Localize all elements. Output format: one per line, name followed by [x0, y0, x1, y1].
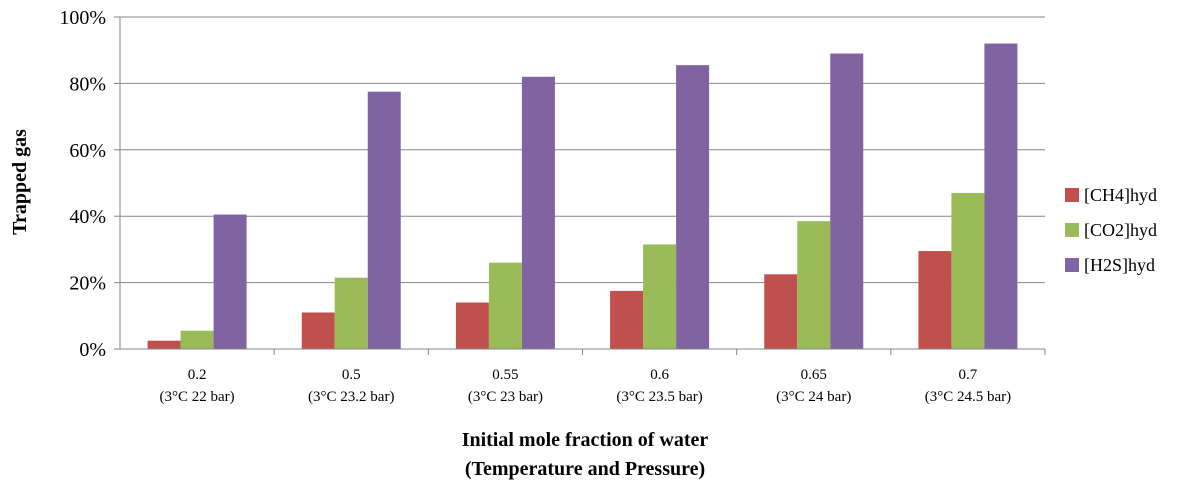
- legend-label: [CH4]hyd: [1084, 185, 1157, 205]
- y-tick-label: 40%: [69, 206, 106, 228]
- legend-label: [CO2]hyd: [1084, 220, 1157, 240]
- y-tick-label: 100%: [59, 7, 106, 29]
- bar-h2shyd: [676, 65, 710, 349]
- x-tick-label: 0.5: [342, 367, 361, 383]
- x-tick-sublabel: (3°C 23.5 bar): [616, 389, 702, 405]
- x-tick-sublabel: (3°C 24 bar): [776, 389, 851, 405]
- x-tick-labels: 0.2 (3°C 22 bar) 0.5 (3°C 23.2 bar) 0.55 (3°C…: [160, 367, 1012, 405]
- bar-ch4hyd: [147, 340, 181, 349]
- x-tick-label: 0.55: [492, 367, 518, 383]
- x-axis-title-line2: (Temperature and Pressure): [465, 458, 705, 480]
- x-tick-sublabel: (3°C 22 bar): [160, 389, 235, 405]
- legend-swatch: [1065, 258, 1079, 272]
- bar-ch4hyd: [610, 290, 644, 349]
- bar-co2hyd: [180, 330, 214, 349]
- x-tick-label: 0.2: [188, 367, 207, 383]
- y-tick-label: 80%: [69, 73, 106, 95]
- x-tick-sublabel: (3°C 24.5 bar): [925, 389, 1011, 405]
- bar-h2shyd: [367, 91, 401, 349]
- bar-co2hyd: [488, 262, 522, 349]
- legend-swatch: [1065, 188, 1079, 202]
- bar-h2shyd: [984, 43, 1018, 350]
- y-tick-label: 20%: [69, 273, 106, 295]
- bar-co2hyd: [334, 277, 368, 349]
- axes: [114, 16, 1046, 355]
- bar-ch4hyd: [455, 302, 489, 349]
- legend: [CH4]hyd [CO2]hyd [H2S]hyd: [1065, 185, 1157, 275]
- bar-h2shyd: [521, 76, 555, 349]
- bar-co2hyd: [643, 244, 677, 349]
- bar-co2hyd: [797, 221, 831, 349]
- bar-co2hyd: [951, 192, 985, 349]
- x-tick-label: 0.65: [801, 367, 827, 383]
- x-tick-sublabel: (3°C 23 bar): [468, 389, 543, 405]
- bar-ch4hyd: [764, 274, 798, 349]
- bar-ch4hyd: [918, 251, 952, 349]
- y-tick-label: 0%: [79, 339, 106, 361]
- y-tick-labels: 0% 20% 40% 60% 80% 100%: [59, 7, 106, 361]
- x-tick-sublabel: (3°C 23.2 bar): [308, 389, 394, 405]
- legend-label: [H2S]hyd: [1084, 255, 1155, 275]
- y-axis-title: Trapped gas: [9, 129, 31, 235]
- bar-h2shyd: [213, 214, 247, 349]
- legend-swatch: [1065, 223, 1079, 237]
- x-axis-title-line1: Initial mole fraction of water: [462, 429, 709, 451]
- x-tick-label: 0.6: [650, 367, 669, 383]
- x-tick-label: 0.7: [959, 367, 978, 383]
- bars: [147, 43, 1018, 350]
- bar-h2shyd: [830, 53, 864, 350]
- bar-ch4hyd: [301, 312, 335, 349]
- gridlines: [120, 16, 1045, 284]
- y-tick-label: 60%: [69, 140, 106, 162]
